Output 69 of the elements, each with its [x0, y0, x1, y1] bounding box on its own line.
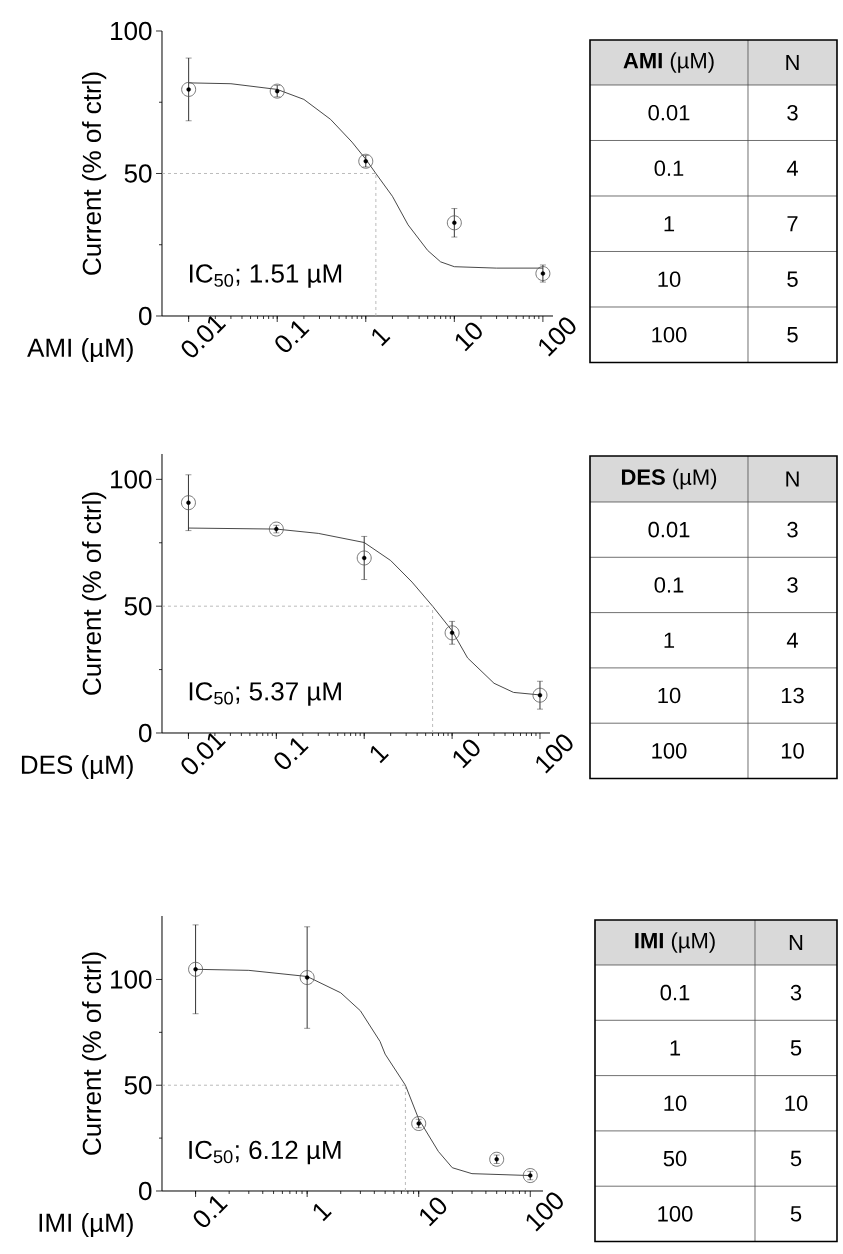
- text: 0.01: [648, 104, 690, 121]
- x-tick-label: 1: [313, 1203, 332, 1222]
- y-tick-label: 0: [139, 723, 152, 743]
- x-tick-label: 10: [455, 322, 482, 352]
- text: DES (µM): [621, 468, 717, 490]
- text: 10: [658, 271, 681, 288]
- point: [181, 82, 197, 97]
- y-tick-label: 100: [111, 470, 152, 489]
- annotation: IC$_{50}$; 5.37 µM: [189, 682, 341, 706]
- text: 4: [786, 632, 798, 648]
- text: 3: [787, 521, 798, 538]
- y-tick-label: 50: [124, 596, 152, 616]
- x-tick-label: 0.1: [193, 1196, 228, 1228]
- y-axis-title: Current (% of ctrl): [82, 492, 107, 695]
- point: [446, 215, 462, 231]
- x-tick-label: 0.01: [181, 315, 227, 358]
- y-axis-title: Current (% of ctrl): [82, 952, 107, 1155]
- text: 1: [664, 632, 675, 648]
- text: 3: [790, 984, 802, 1001]
- text: 50: [663, 1150, 687, 1167]
- x-tick-label: 10: [453, 739, 480, 769]
- x-axis-title: AMI (µM): [27, 337, 133, 363]
- text: 1: [664, 216, 675, 232]
- text: 0.1: [660, 984, 690, 1001]
- text: 10: [664, 1095, 687, 1112]
- text: 13: [781, 687, 804, 704]
- text: AMI (µM): [623, 52, 714, 73]
- text: 5: [790, 1040, 802, 1056]
- y-tick-label: 50: [124, 164, 152, 183]
- text: 5: [790, 1150, 802, 1167]
- y-tick-label: 100: [111, 21, 152, 41]
- x-tick-label: 100: [539, 317, 576, 357]
- y-tick-label: 100: [111, 970, 152, 989]
- point: [358, 153, 374, 169]
- text: 7: [787, 216, 798, 232]
- x-tick-label: 1: [370, 745, 389, 764]
- text: 0.01: [648, 521, 690, 538]
- annotation: IC$_{50}$; 6.12 µM: [189, 1140, 341, 1165]
- text: 10: [785, 1095, 808, 1112]
- text: 10: [658, 687, 681, 704]
- x-tick-label: 0.01: [181, 732, 226, 775]
- x-tick-label: 0.1: [275, 321, 310, 353]
- x-tick-label: 1: [372, 328, 391, 347]
- x-tick-label: 0.1: [274, 738, 309, 770]
- x-axis-title: IMI (µM): [39, 1212, 133, 1238]
- annotation: IC$_{50}$; 1.51 µM: [190, 264, 342, 288]
- text: 5: [787, 271, 798, 287]
- point: [269, 83, 285, 99]
- text: N: [786, 471, 799, 487]
- point: [535, 266, 551, 281]
- text: 5: [787, 327, 798, 343]
- text: 3: [787, 577, 798, 593]
- text: 1: [670, 1040, 681, 1056]
- y-axis-title: Current (% of ctrl): [82, 72, 107, 275]
- text: 5: [790, 1206, 802, 1222]
- text: 4: [786, 160, 798, 176]
- x-tick-label: 10: [420, 1197, 447, 1227]
- x-tick-label: 100: [536, 734, 573, 774]
- text: 0.1: [654, 160, 684, 177]
- x-axis-title: DES (µM): [21, 754, 133, 780]
- text: 0.1: [654, 577, 684, 593]
- text: N: [786, 54, 799, 71]
- x-tick-label: 100: [526, 1192, 563, 1232]
- text: 3: [787, 104, 798, 121]
- y-tick-label: 50: [124, 1076, 152, 1095]
- y-tick-label: 0: [139, 1181, 152, 1201]
- text: IMI (µM): [635, 932, 715, 953]
- y-tick-label: 0: [139, 306, 152, 326]
- text: N: [789, 934, 803, 951]
